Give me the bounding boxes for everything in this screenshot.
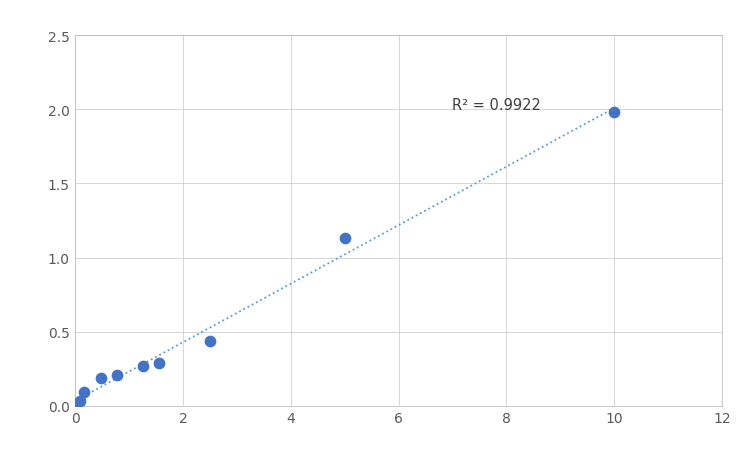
Point: [95, 374, 107, 382]
Point: [204, 337, 216, 345]
Point: [608, 110, 620, 117]
Point: [71, 399, 83, 406]
Point: [338, 235, 350, 242]
Point: [77, 389, 89, 396]
Point: [137, 362, 149, 369]
Point: [111, 371, 123, 378]
Point: [74, 398, 86, 405]
Point: [153, 359, 165, 367]
Text: R² = 0.9922: R² = 0.9922: [453, 98, 541, 113]
